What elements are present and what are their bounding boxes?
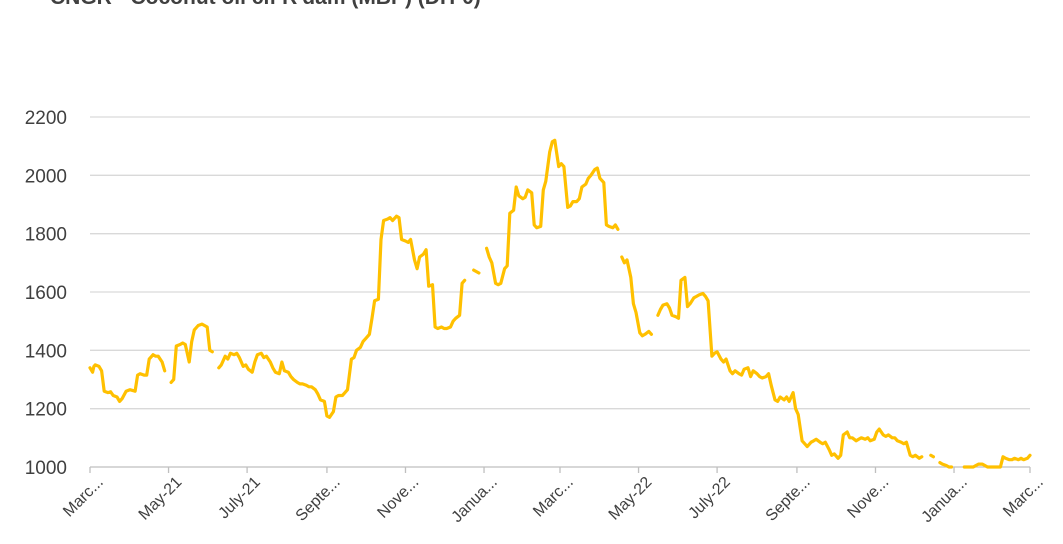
x-tick-label: Marc... xyxy=(1000,474,1047,521)
x-axis: Marc... May-21 July-21 Septe... Nove... Janua… xyxy=(60,466,1047,526)
y-tick-label: 2200 xyxy=(25,108,67,129)
x-tick-label: Nove... xyxy=(844,474,892,522)
series-line-segment xyxy=(217,214,467,419)
x-tick-label: Janua... xyxy=(919,474,971,526)
y-tick-label: 1600 xyxy=(25,283,67,304)
series-layer xyxy=(88,138,1032,469)
chart-title: CNGR - Coconut oil cif R'dam (MBP) (DH-0… xyxy=(50,0,481,10)
y-axis: 1000 1200 1400 1600 1800 2000 2200 xyxy=(25,108,67,479)
gridlines xyxy=(90,116,1030,410)
series-line-segment xyxy=(169,322,214,384)
x-tick-label: May-22 xyxy=(606,474,656,524)
y-tick-label: 1400 xyxy=(25,341,67,362)
x-tick-label: Marc... xyxy=(60,474,107,521)
y-tick-label: 1200 xyxy=(25,400,67,421)
x-tick-label: July-21 xyxy=(215,474,264,523)
y-tick-label: 1000 xyxy=(25,458,67,479)
x-tick-label: Nove... xyxy=(374,474,422,522)
series-line-segment xyxy=(929,453,936,459)
series-line-segment xyxy=(962,453,1032,469)
series-line-segment xyxy=(656,275,924,460)
series-line-segment xyxy=(938,461,954,469)
x-tick-label: July-22 xyxy=(685,474,734,523)
y-tick-label: 2000 xyxy=(25,166,67,187)
x-tick-label: Janua... xyxy=(449,474,501,526)
x-tick-label: Marc... xyxy=(530,474,577,521)
x-tick-label: Septe... xyxy=(763,474,814,525)
y-tick-label: 1800 xyxy=(25,225,67,246)
series-line-segment xyxy=(88,353,167,403)
x-tick-label: May-21 xyxy=(136,474,186,524)
x-tick-label: Septe... xyxy=(293,474,344,525)
series-line-segment xyxy=(472,268,481,275)
series-line-segment xyxy=(620,255,654,338)
series-line-segment xyxy=(485,138,620,287)
